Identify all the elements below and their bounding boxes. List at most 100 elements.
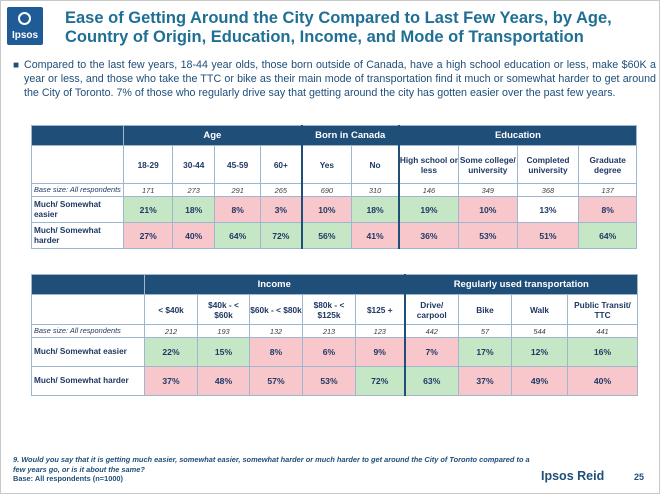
group-header: Regularly used transportation xyxy=(403,274,639,295)
table-cell: 7% xyxy=(403,337,459,367)
table-cell: 51% xyxy=(516,222,580,249)
row-label-easier: Much/ Somewhat easier xyxy=(31,337,145,367)
column-header: 30-44 xyxy=(172,145,216,184)
row-label-harder: Much/ Somewhat harder xyxy=(31,366,145,396)
base-size-label: Base size: All respondents xyxy=(30,183,125,197)
header-corner xyxy=(31,274,145,295)
page-title: Ease of Getting Around the City Compared… xyxy=(65,9,612,46)
table-cell: 36% xyxy=(397,222,459,249)
table-cell: 16% xyxy=(566,337,639,367)
column-header: < $40k xyxy=(144,294,198,325)
ipsos-logo: Ipsos xyxy=(7,7,43,45)
column-header-blank xyxy=(31,294,145,325)
age-origin-education-table: Age Born in Canada Education 18-29 30-44… xyxy=(30,125,637,249)
base-size-value: 123 xyxy=(355,324,405,338)
base-size-value: 265 xyxy=(260,183,303,197)
brand-name: Ipsos Reid xyxy=(541,469,605,483)
page-number: 25 xyxy=(634,472,645,482)
column-header: $125 + xyxy=(355,294,405,325)
column-header: Bike xyxy=(458,294,512,325)
table-cell: 27% xyxy=(123,222,174,249)
table-cell: 41% xyxy=(351,222,400,249)
table-cell: 21% xyxy=(123,196,174,223)
base-size-value: 368 xyxy=(516,183,580,197)
base-size-value: 349 xyxy=(458,183,518,197)
table-cell: 72% xyxy=(260,222,303,249)
base-size-value: 212 xyxy=(144,324,198,338)
column-header: Drive/ carpool xyxy=(403,294,459,325)
table-cell: 37% xyxy=(458,366,512,396)
table-cell: 53% xyxy=(302,366,356,396)
table-cell: 10% xyxy=(458,196,518,223)
table-cell: 10% xyxy=(300,196,353,223)
base-size-value: 442 xyxy=(403,324,459,338)
base-size-value: 544 xyxy=(511,324,568,338)
base-size-value: 310 xyxy=(351,183,400,197)
column-header: $60k - < $80k xyxy=(249,294,303,325)
base-size-value: 146 xyxy=(397,183,459,197)
column-header: Completed university xyxy=(516,145,580,184)
base-size-value: 193 xyxy=(197,324,250,338)
footnote-question: 9. Would you say that it is getting much… xyxy=(13,455,530,474)
base-size-label: Base size: All respondents xyxy=(31,324,145,338)
table-cell: 8% xyxy=(214,196,262,223)
column-header: $40k - < $60k xyxy=(197,294,250,325)
footnote-base: Base: All respondents (n=1000) xyxy=(13,474,124,483)
table-cell: 57% xyxy=(249,366,303,396)
column-header: 60+ xyxy=(260,145,303,184)
table-cell: 12% xyxy=(511,337,568,367)
column-header: No xyxy=(351,145,400,184)
column-header-blank xyxy=(30,145,125,184)
table-cell: 49% xyxy=(511,366,568,396)
table-cell: 17% xyxy=(458,337,512,367)
table-cell: 56% xyxy=(300,222,353,249)
table-cell: 40% xyxy=(566,366,639,396)
table-cell: 48% xyxy=(197,366,250,396)
table-cell: 9% xyxy=(355,337,405,367)
column-header: 18-29 xyxy=(123,145,174,184)
column-header: $80k - < $125k xyxy=(302,294,356,325)
row-label-easier: Much/ Somewhat easier xyxy=(30,196,125,223)
table-cell: 8% xyxy=(578,196,637,223)
column-header: Graduate degree xyxy=(578,145,637,184)
table-cell: 18% xyxy=(172,196,216,223)
logo-ring-icon xyxy=(18,12,31,25)
base-size-value: 57 xyxy=(458,324,512,338)
table-cell: 64% xyxy=(214,222,262,249)
table-cell: 18% xyxy=(351,196,400,223)
base-size-value: 291 xyxy=(214,183,262,197)
table-cell: 64% xyxy=(578,222,637,249)
table-cell: 8% xyxy=(249,337,303,367)
base-size-value: 273 xyxy=(172,183,216,197)
table-cell: 19% xyxy=(397,196,459,223)
table-cell: 13% xyxy=(516,196,580,223)
footnote: 9. Would you say that it is getting much… xyxy=(13,455,533,484)
logo-text: Ipsos xyxy=(11,30,39,41)
column-header: Some college/ university xyxy=(458,145,518,184)
table-cell: 63% xyxy=(403,366,459,396)
table-cell: 22% xyxy=(144,337,198,367)
header-corner xyxy=(30,125,125,146)
base-size-value: 132 xyxy=(249,324,303,338)
column-header: Yes xyxy=(300,145,353,184)
base-size-value: 213 xyxy=(302,324,356,338)
group-header: Income xyxy=(144,274,405,295)
summary-bullet: ■ Compared to the last few years, 18-44 … xyxy=(13,58,656,100)
summary-text: Compared to the last few years, 18-44 ye… xyxy=(24,59,656,99)
column-header: Public Transit/ TTC xyxy=(566,294,639,325)
group-header: Born in Canada xyxy=(300,125,400,146)
table-cell: 53% xyxy=(458,222,518,249)
income-transportation-table: Income Regularly used transportation < $… xyxy=(31,274,639,396)
table-cell: 37% xyxy=(144,366,198,396)
row-label-harder: Much/ Somewhat harder xyxy=(30,222,125,249)
base-size-value: 690 xyxy=(300,183,353,197)
base-size-value: 137 xyxy=(578,183,637,197)
table-cell: 72% xyxy=(355,366,405,396)
column-header: 45-59 xyxy=(214,145,262,184)
column-header: High school or less xyxy=(397,145,459,184)
base-size-value: 441 xyxy=(566,324,639,338)
group-header: Age xyxy=(123,125,303,146)
table-cell: 40% xyxy=(172,222,216,249)
table-cell: 15% xyxy=(197,337,250,367)
